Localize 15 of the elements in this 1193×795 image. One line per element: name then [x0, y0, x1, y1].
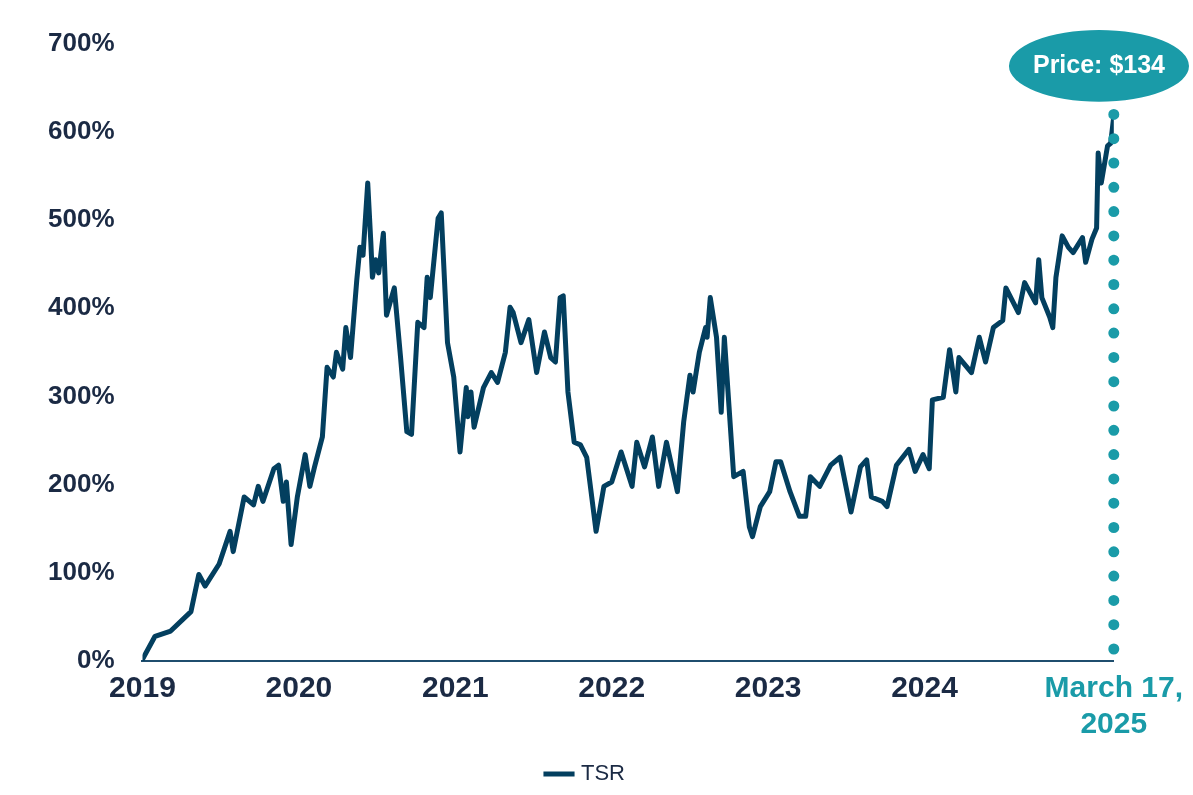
x-tick-label: 2021	[421, 670, 489, 704]
y-tick-label: 300%	[48, 379, 115, 410]
y-tick-label: 700%	[48, 26, 115, 57]
y-tick-label: 500%	[48, 203, 115, 234]
x-tick-label: 2024	[891, 670, 959, 704]
x-tick-label: 2022	[578, 670, 646, 704]
y-tick-label: 200%	[48, 467, 115, 498]
x-tick-label: 2023	[734, 670, 802, 704]
annotation: Price: $134	[1032, 49, 1166, 78]
y-tick-label: 600%	[48, 114, 115, 145]
legend-label: TSR	[581, 760, 625, 786]
y-tick-label: 100%	[48, 555, 115, 586]
x-tick-label: March 17, 2025	[1044, 670, 1183, 740]
y-tick-label: 400%	[48, 291, 115, 322]
x-tick-label: 2020	[265, 670, 333, 704]
